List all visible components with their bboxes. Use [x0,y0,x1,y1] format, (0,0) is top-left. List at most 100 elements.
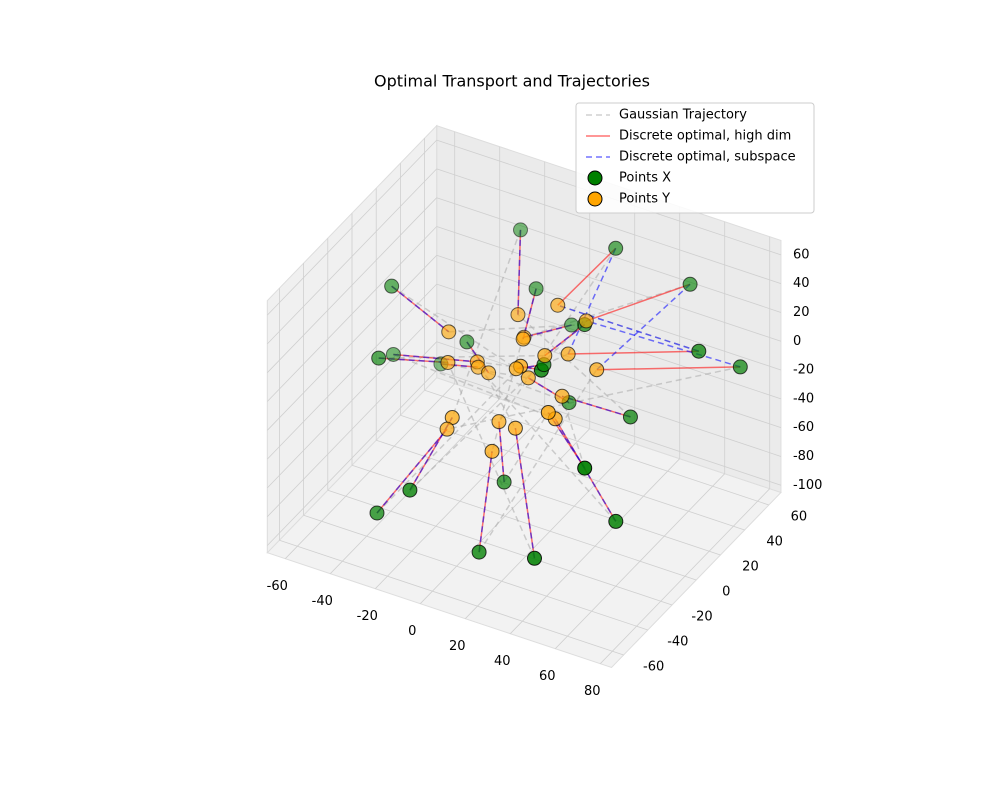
x-tick-label: -20 [357,609,378,624]
grid-line [436,312,782,429]
trajectory [498,421,505,483]
trajectory [447,362,536,559]
point [622,409,638,425]
x-tick-label: 0 [408,624,416,639]
trajectory [478,451,493,553]
point [507,420,523,436]
trajectory [477,366,617,522]
trajectory [561,395,631,418]
point [691,343,707,359]
grid-line [436,226,782,342]
point [402,482,418,498]
x-tick-label: -40 [312,594,333,609]
trajectory [596,366,741,371]
point [481,365,497,381]
z-tick-label: -80 [793,449,814,464]
point [513,222,528,238]
trajectory [514,428,536,559]
z-tick-label: 60 [793,247,810,262]
y-tick-label: 0 [722,584,730,599]
grid-line [436,168,782,285]
point [439,421,455,437]
grid-line [267,255,437,431]
legend-label: Discrete optimal, subspace [619,150,796,165]
y-tick-label: -20 [691,609,712,624]
point [491,414,507,430]
point [564,317,580,333]
z-tick-label: -40 [793,391,814,406]
trajectory [378,354,545,359]
z-tick-label: 20 [793,305,810,320]
trajectory [376,428,448,514]
point [385,346,401,362]
trajectory [391,285,450,333]
trajectory [523,283,691,338]
legend-swatch [587,170,603,186]
grid-line [436,341,782,457]
trajectory [503,412,549,483]
point [515,331,531,347]
point [560,346,576,362]
trajectory [523,324,572,338]
trajectory [557,304,700,352]
point [471,544,487,560]
z-tick-label: -60 [793,420,814,435]
grid-line [267,341,437,517]
grid-line [267,168,437,345]
trajectory [557,247,617,306]
x-tick-label: 60 [539,669,556,684]
z-tick-label: -100 [793,478,823,493]
point [732,359,748,375]
point [459,334,475,350]
trajectory [451,229,522,418]
y-tick-label: 20 [742,559,759,574]
point [371,350,387,366]
grid-line [267,312,437,489]
trajectory [586,283,691,322]
trajectory [544,324,586,357]
legend-label: Points Y [619,192,670,207]
z-tick-label: 40 [793,276,810,291]
legend-label: Gaussian Trajectory [619,108,747,123]
x-tick-label: 40 [494,654,511,669]
grid-line [267,370,437,546]
point [550,297,566,313]
z-tick-label: -20 [793,363,814,378]
point [440,355,456,370]
grid-line [327,489,673,606]
point [589,362,605,378]
y-tick-label: -40 [667,634,688,649]
z-tick-label: 0 [793,334,801,349]
trajectory [517,314,631,418]
point [527,550,542,566]
x-tick-label: 20 [449,639,466,654]
x-tick-label: -60 [267,579,288,594]
point [508,361,524,377]
trajectory [393,353,556,420]
point [608,513,624,529]
point [537,348,553,364]
point [369,505,385,521]
y-tick-label: -60 [643,659,664,674]
grid-line [267,226,437,402]
point [528,281,544,297]
chart-title: Optimal Transport and Trajectories [374,72,650,91]
x-tick-label: 80 [584,684,601,699]
legend-swatch [587,191,603,207]
grid-line [267,197,437,373]
trajectory [568,350,699,355]
grid-line [436,283,782,400]
point [540,405,556,420]
legend-label: Points X [619,171,671,186]
point [608,240,624,256]
point [682,276,698,292]
trajectory [466,341,517,429]
grid-line [376,439,721,556]
point [520,370,536,386]
legend-label: Discrete optimal, high dim [619,129,791,144]
grid-line [303,514,648,631]
point [384,278,400,294]
trajectory [586,320,741,368]
